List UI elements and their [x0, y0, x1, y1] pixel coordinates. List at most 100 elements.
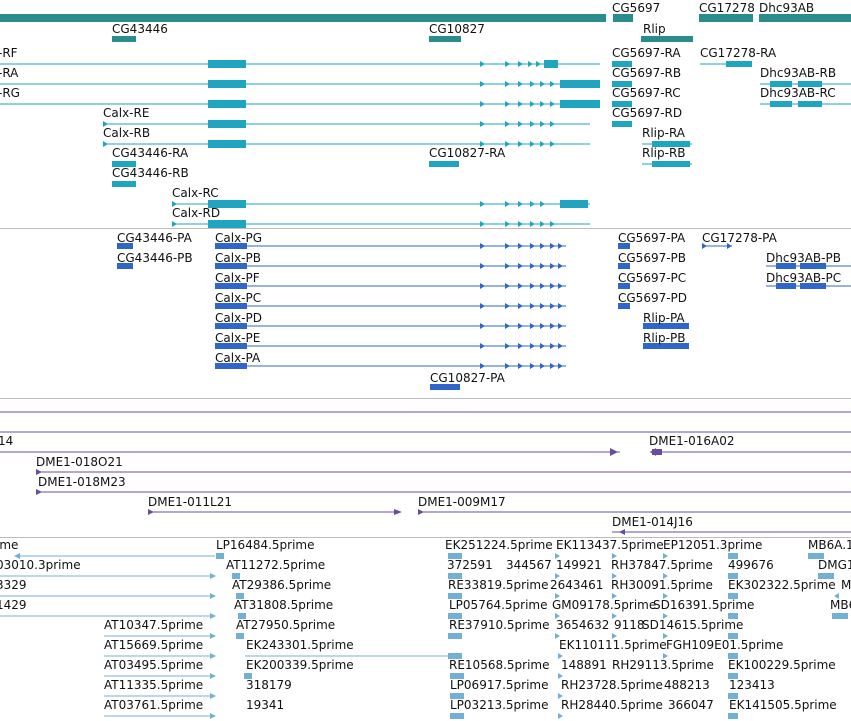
gene-label[interactable]: CG17278: [699, 1, 755, 15]
est-label[interactable]: EK110111.5prime: [559, 638, 667, 652]
est-label[interactable]: 488213: [664, 678, 710, 692]
bac-label[interactable]: 14: [0, 434, 14, 448]
protein-label[interactable]: Calx-PE: [215, 331, 261, 345]
bac-label[interactable]: DME1-018O21: [36, 455, 123, 469]
bac-label[interactable]: DME1-016A02: [649, 434, 735, 448]
est-label[interactable]: EP12051.3prime: [663, 538, 763, 552]
transcript-label[interactable]: Dhc93AB-RC: [760, 86, 836, 100]
bac-label[interactable]: DME1-009M17: [418, 495, 506, 509]
est-label[interactable]: RH30091.5prime: [611, 578, 713, 592]
gene-label[interactable]: CG5697: [612, 1, 661, 15]
est-label[interactable]: DMG1: [818, 558, 851, 572]
gene-label[interactable]: CG43446: [112, 22, 168, 36]
bac-label[interactable]: DME1-018M23: [38, 475, 126, 489]
protein-glyphs[interactable]: [0, 229, 851, 397]
transcript-label[interactable]: CG5697-RB: [612, 66, 682, 80]
est-label[interactable]: 2643461: [550, 578, 604, 592]
est-label[interactable]: MB6A.1: [808, 538, 851, 552]
est-label[interactable]: SD14615.5prime: [642, 618, 744, 632]
est-label[interactable]: 3654632: [556, 618, 610, 632]
est-label[interactable]: 19341: [246, 698, 285, 712]
transcript-label[interactable]: CG5697-RC: [612, 86, 681, 100]
est-label[interactable]: ime: [0, 538, 19, 552]
protein-label[interactable]: Rlip-PA: [643, 311, 685, 325]
est-label[interactable]: AT10347.5prime: [104, 618, 204, 632]
protein-label[interactable]: Calx-PG: [215, 231, 263, 245]
est-label[interactable]: AT03495.5prime: [104, 658, 204, 672]
est-label[interactable]: RE33819.5prime: [448, 578, 549, 592]
est-label[interactable]: AT15669.5prime: [104, 638, 204, 652]
est-label[interactable]: EK100229.5prime: [728, 658, 836, 672]
est-label[interactable]: 123413: [729, 678, 775, 692]
protein-label[interactable]: Calx-PD: [215, 311, 262, 325]
protein-label[interactable]: CG10827-PA: [430, 371, 505, 385]
gene-label[interactable]: Dhc93AB: [759, 1, 815, 15]
protein-label[interactable]: CG43446-PB: [117, 251, 193, 265]
est-label[interactable]: RH23728.5prime: [561, 678, 663, 692]
est-label[interactable]: 499676: [728, 558, 774, 572]
protein-label[interactable]: Calx-PB: [215, 251, 261, 265]
protein-label[interactable]: Calx-PF: [215, 271, 260, 285]
transcript-label[interactable]: Rlip-RA: [642, 126, 686, 140]
transcript-label[interactable]: -RG: [0, 86, 20, 100]
bac-label[interactable]: DME1-014J16: [612, 515, 693, 529]
est-label[interactable]: M: [841, 578, 851, 592]
transcript-label[interactable]: Calx-RC: [172, 186, 219, 200]
protein-label[interactable]: CG5697-PD: [618, 291, 688, 305]
protein-label[interactable]: CG5697-PA: [618, 231, 686, 245]
transcript-label[interactable]: CG10827-RA: [429, 146, 506, 160]
protein-label[interactable]: Rlip-PB: [643, 331, 686, 345]
est-label[interactable]: EK141505.5prime: [729, 698, 837, 712]
protein-label[interactable]: Calx-PA: [215, 351, 261, 365]
protein-label[interactable]: Dhc93AB-PB: [766, 251, 841, 265]
protein-label[interactable]: CG43446-PA: [117, 231, 192, 245]
transcript-label[interactable]: CG17278-RA: [700, 46, 777, 60]
est-label[interactable]: 366047: [668, 698, 714, 712]
gene-glyphs[interactable]: [0, 0, 851, 46]
gene-label[interactable]: CG10827: [429, 22, 485, 36]
est-label[interactable]: 03010.3prime: [0, 558, 81, 572]
transcript-label[interactable]: CG5697-RD: [612, 106, 683, 120]
est-label[interactable]: RE10568.5prime: [449, 658, 550, 672]
est-label[interactable]: 3329: [0, 578, 27, 592]
est-label[interactable]: EK200339.5prime: [246, 658, 354, 672]
protein-label[interactable]: CG5697-PC: [618, 271, 687, 285]
est-label[interactable]: EK302322.5prime: [728, 578, 836, 592]
bac-label[interactable]: DME1-011L21: [148, 495, 232, 509]
transcript-label[interactable]: CG5697-RA: [612, 46, 681, 60]
est-label[interactable]: 9118: [614, 618, 645, 632]
protein-label[interactable]: Calx-PC: [215, 291, 262, 305]
est-label[interactable]: LP03213.5prime: [450, 698, 549, 712]
est-label[interactable]: RH29113.5prime: [612, 658, 714, 672]
transcript-label[interactable]: Dhc93AB-RB: [760, 66, 837, 80]
est-label[interactable]: MB6: [830, 598, 851, 612]
est-label[interactable]: SD16391.5prime: [653, 598, 755, 612]
est-label[interactable]: LP16484.5prime: [216, 538, 315, 552]
est-label[interactable]: LP05764.5prime: [449, 598, 548, 612]
transcript-label[interactable]: Calx-RB: [103, 126, 151, 140]
bac-glyphs[interactable]: [0, 399, 851, 537]
est-label[interactable]: AT11335.5prime: [104, 678, 204, 692]
transcript-glyphs[interactable]: [0, 44, 851, 228]
transcript-label[interactable]: CG43446-RA: [112, 146, 189, 160]
est-label[interactable]: 344567: [506, 558, 552, 572]
transcript-label[interactable]: CG43446-RB: [112, 166, 189, 180]
est-label[interactable]: AT11272.5prime: [226, 558, 326, 572]
transcript-label[interactable]: -RA: [0, 66, 19, 80]
est-label[interactable]: AT31808.5prime: [234, 598, 334, 612]
est-label[interactable]: GM09178.5prime: [552, 598, 657, 612]
est-label[interactable]: FGH109E01.5prime: [666, 638, 784, 652]
transcript-label[interactable]: Calx-RD: [172, 206, 221, 220]
est-label[interactable]: AT29386.5prime: [232, 578, 332, 592]
transcript-label[interactable]: Calx-RE: [103, 106, 150, 120]
protein-label[interactable]: CG5697-PB: [618, 251, 687, 265]
est-label[interactable]: 148891: [561, 658, 607, 672]
est-label[interactable]: 372591: [447, 558, 493, 572]
est-label[interactable]: 1429: [0, 598, 27, 612]
est-label[interactable]: 149921: [556, 558, 602, 572]
est-label[interactable]: RH37847.5prime: [611, 558, 713, 572]
est-label[interactable]: EK243301.5prime: [246, 638, 354, 652]
transcript-label[interactable]: Rlip-RB: [642, 146, 686, 160]
est-label[interactable]: EK113437.5prime: [556, 538, 664, 552]
est-label[interactable]: LP06917.5prime: [450, 678, 549, 692]
